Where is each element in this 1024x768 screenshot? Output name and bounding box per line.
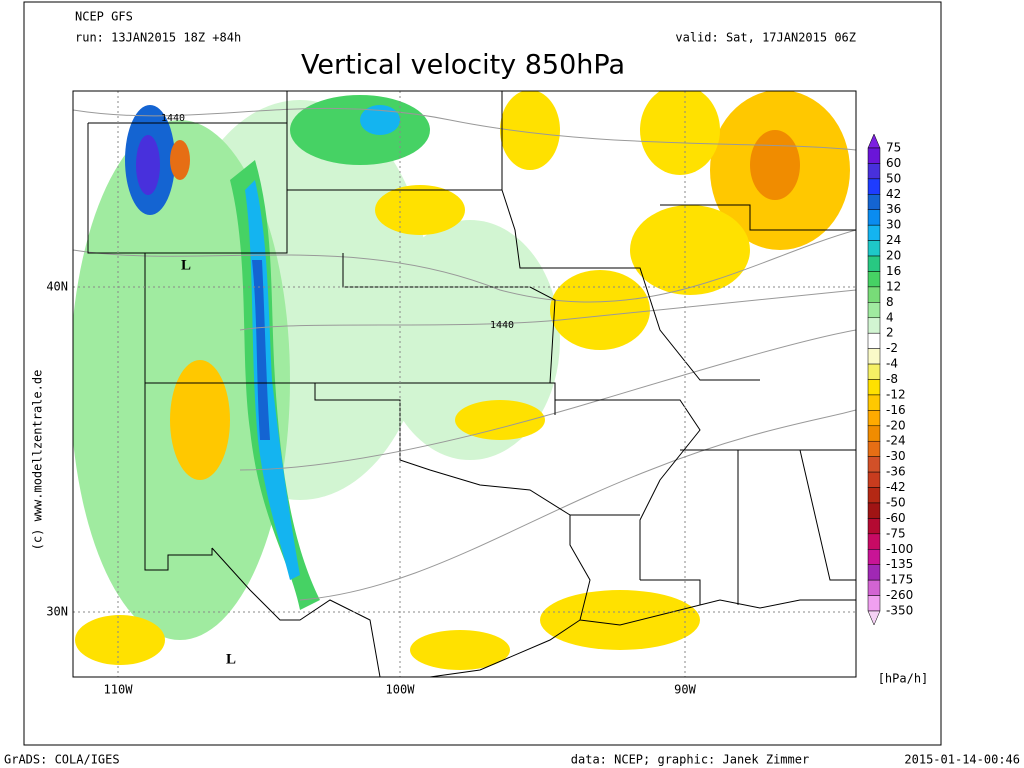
colorbar-box [867,595,881,612]
lat-label: 40N [46,280,68,294]
colorbar-label: 16 [886,264,901,278]
borders [87,91,856,677]
colorbar-box [867,332,881,349]
colorbar-box [867,533,881,550]
model: NCEP GFS [75,10,133,24]
footer-right: 2015-01-14-00:46 [904,753,1020,767]
colorbar-box [867,379,881,396]
copyright: (c) www.modellzentrale.de [31,370,45,551]
colorbar-box [867,549,881,565]
height-contours [73,107,856,601]
colorbar-label: 2 [886,326,894,340]
low-marker: L [226,651,236,667]
colorbar-label: 4 [886,310,894,324]
colorbar-label: 30 [886,218,901,232]
graticule [73,91,856,677]
colorbar-label: -50 [886,495,906,509]
colorbar-label: -175 [886,573,913,587]
colorbar-box [867,209,881,226]
colorbar-label: 20 [886,249,901,263]
colorbar-label: 50 [886,171,901,185]
colorbar-label: -16 [886,403,906,417]
colorbar-box [867,302,881,319]
colorbar-box [867,240,881,257]
colorbar-box [867,487,881,504]
lat-label: 30N [46,605,68,619]
colorbar-label: 75 [886,141,901,155]
low-marker: L [181,257,191,273]
colorbar-label: -100 [886,542,913,556]
colorbar-box [867,363,881,380]
colorbar-label: -36 [886,465,906,479]
colorbar-box [867,471,881,488]
colorbar-box [867,502,881,519]
colorbar-label: -60 [886,511,906,525]
colorbar-label: -260 [886,588,913,602]
colorbar-box [867,410,881,427]
frame [23,1,942,746]
colorbar-label: -75 [886,526,906,540]
colorbar-label: -135 [886,557,913,571]
colorbar: 75605042363024201612842-2-4-8-12-16-20-2… [867,133,913,626]
colorbar-box [867,518,881,535]
colorbar-box [867,224,881,241]
colorbar-box [867,425,881,442]
colorbar-box [867,147,881,164]
field [73,91,850,670]
colorbar-label: -2 [886,341,898,355]
colorbar-box [867,440,881,457]
colorbar-label: 60 [886,156,901,170]
colorbar-box [867,255,881,272]
colorbar-arrow [867,610,881,626]
footer-center: data: NCEP; graphic: Janek Zimmer [571,753,809,767]
colorbar-label: -12 [886,387,906,401]
unit: [hPa/h] [878,672,929,686]
colorbar-box [867,394,881,411]
lon-label: 100W [386,683,416,697]
lon-label: 90W [674,683,696,697]
colorbar-box [867,194,881,210]
colorbar-box [867,286,881,303]
colorbar-label: -8 [886,372,898,386]
colorbar-box [867,456,881,473]
colorbar-label: -350 [886,604,913,618]
contour-label: 1440 [161,113,185,124]
colorbar-box [867,317,881,334]
colorbar-box [867,163,881,180]
colorbar-box [867,579,881,596]
colorbar-label: 42 [886,187,901,201]
map: 40N 30N 110W 100W 90W 1440 1440 L L (c) … [31,90,857,697]
colorbar-arrow [867,133,881,149]
footer-left: GrADS: COLA/IGES [4,753,120,767]
colorbar-box [867,564,881,581]
colorbar-box [867,271,881,288]
colorbar-label: 24 [886,233,901,247]
valid: valid: Sat, 17JAN2015 06Z [675,31,856,45]
colorbar-label: -30 [886,449,906,463]
map-border [72,90,857,678]
colorbar-label: 8 [886,295,894,309]
title: Vertical velocity 850hPa [301,50,625,81]
lon-label: 110W [104,683,134,697]
colorbar-label: -42 [886,480,906,494]
colorbar-label: 12 [886,279,901,293]
colorbar-box [867,178,881,195]
contour-label: 1440 [490,320,514,331]
colorbar-label: 36 [886,202,901,216]
colorbar-label: -4 [886,357,898,371]
colorbar-label: -20 [886,418,906,432]
run: run: 13JAN2015 18Z +84h [75,31,241,45]
colorbar-box [867,348,881,365]
colorbar-label: -24 [886,434,906,448]
